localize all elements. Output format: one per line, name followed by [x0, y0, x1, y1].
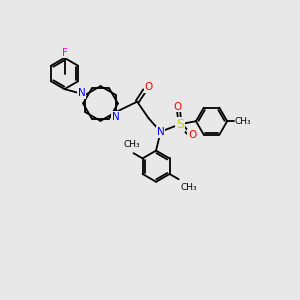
Text: CH₃: CH₃: [180, 183, 197, 192]
Text: S: S: [176, 118, 184, 131]
Text: CH₃: CH₃: [234, 117, 251, 126]
Text: F: F: [61, 47, 68, 58]
Text: CH₃: CH₃: [124, 140, 141, 149]
Text: N: N: [157, 127, 164, 137]
Text: O: O: [144, 82, 153, 92]
Text: O: O: [188, 130, 196, 140]
Text: N: N: [78, 88, 86, 98]
Text: N: N: [112, 112, 119, 122]
Text: O: O: [174, 101, 182, 112]
